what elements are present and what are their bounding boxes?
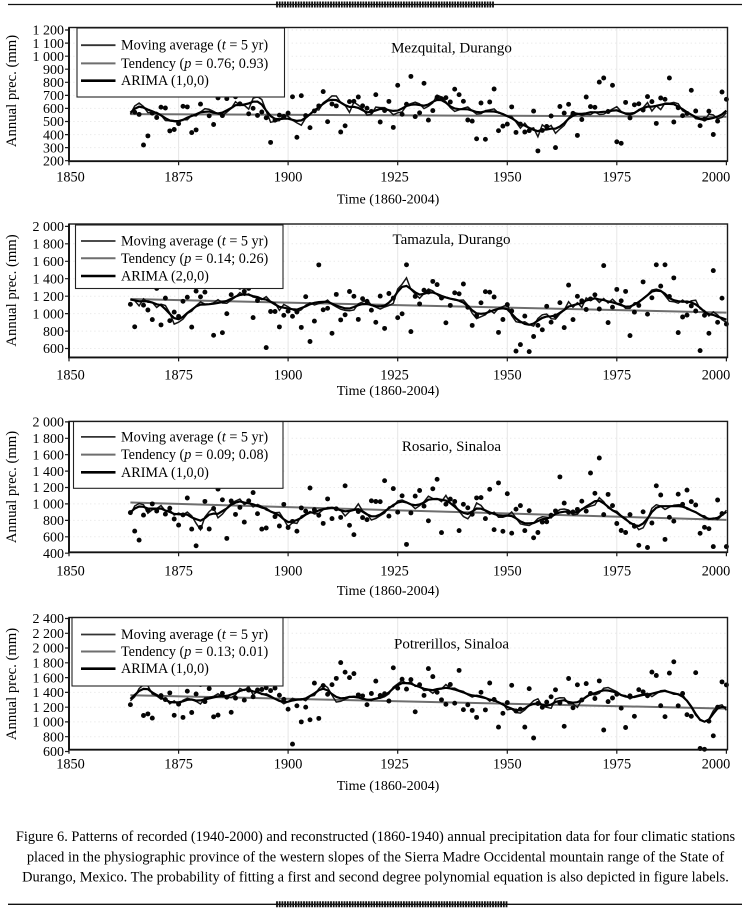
svg-text:Moving average (t = 5 yr): Moving average (t = 5 yr) — [121, 234, 268, 250]
svg-text:1 400: 1 400 — [33, 465, 65, 480]
svg-text:1 600: 1 600 — [33, 255, 65, 270]
svg-text:1975: 1975 — [603, 757, 632, 773]
svg-text:Time (1860-2004): Time (1860-2004) — [337, 193, 440, 208]
svg-text:1950: 1950 — [493, 169, 522, 185]
svg-text:1 400: 1 400 — [33, 272, 65, 287]
svg-text:Annual prec. (mm): Annual prec. (mm) — [4, 431, 20, 543]
svg-text:600: 600 — [43, 745, 64, 760]
svg-text:1900: 1900 — [274, 564, 303, 580]
svg-text:1 800: 1 800 — [33, 657, 65, 672]
svg-text:500: 500 — [43, 115, 64, 130]
svg-text:Moving average (t = 5 yr): Moving average (t = 5 yr) — [121, 38, 268, 54]
svg-text:1925: 1925 — [380, 564, 409, 580]
svg-text:Annual prec. (mm): Annual prec. (mm) — [4, 35, 20, 147]
svg-text:Potrerillos, Sinaloa: Potrerillos, Sinaloa — [394, 637, 509, 653]
svg-text:Rosario, Sinaloa: Rosario, Sinaloa — [402, 439, 501, 455]
svg-text:700: 700 — [43, 89, 64, 104]
svg-text:600: 600 — [43, 102, 64, 117]
svg-text:1975: 1975 — [603, 169, 632, 185]
svg-text:2000: 2000 — [702, 757, 731, 773]
svg-text:1900: 1900 — [274, 169, 303, 185]
svg-text:1950: 1950 — [493, 368, 522, 384]
svg-text:1950: 1950 — [493, 564, 522, 580]
svg-text:400: 400 — [43, 547, 64, 562]
svg-text:Tendency (p = 0.13; 0.01): Tendency (p = 0.13; 0.01) — [121, 644, 269, 660]
svg-text:Mezquital, Durango: Mezquital, Durango — [391, 41, 512, 57]
svg-text:1 100: 1 100 — [33, 37, 65, 52]
svg-text:Time (1860-2004): Time (1860-2004) — [337, 584, 440, 599]
svg-text:200: 200 — [43, 154, 64, 169]
svg-text:1 000: 1 000 — [33, 498, 65, 513]
svg-text:1 000: 1 000 — [33, 716, 65, 731]
svg-text:Annual prec. (mm): Annual prec. (mm) — [4, 628, 20, 740]
svg-text:1925: 1925 — [380, 368, 409, 384]
svg-text:1850: 1850 — [56, 564, 85, 580]
svg-text:ARIMA (2,0,0): ARIMA (2,0,0) — [121, 269, 209, 285]
svg-text:2000: 2000 — [702, 368, 731, 384]
svg-text:300: 300 — [43, 141, 64, 156]
svg-text:1875: 1875 — [164, 169, 193, 185]
svg-text:2000: 2000 — [702, 169, 731, 185]
svg-text:Tamazula, Durango: Tamazula, Durango — [392, 232, 510, 248]
svg-text:2 000: 2 000 — [33, 642, 65, 657]
svg-text:ARIMA (1,0,0): ARIMA (1,0,0) — [121, 73, 209, 89]
svg-text:1900: 1900 — [274, 368, 303, 384]
svg-text:ARIMA (1,0,0): ARIMA (1,0,0) — [121, 661, 209, 677]
svg-text:1 600: 1 600 — [33, 671, 65, 686]
svg-text:Annual prec. (mm): Annual prec. (mm) — [4, 234, 20, 346]
svg-text:2 200: 2 200 — [33, 627, 65, 642]
svg-text:1875: 1875 — [164, 564, 193, 580]
svg-text:1875: 1875 — [164, 368, 193, 384]
svg-text:1 200: 1 200 — [33, 701, 65, 716]
svg-text:900: 900 — [43, 63, 64, 78]
svg-text:800: 800 — [43, 514, 64, 529]
svg-text:600: 600 — [43, 342, 64, 357]
svg-text:Time (1860-2004): Time (1860-2004) — [337, 779, 440, 794]
svg-text:1 000: 1 000 — [33, 307, 65, 322]
svg-text:1925: 1925 — [380, 169, 409, 185]
svg-text:Moving average (t = 5 yr): Moving average (t = 5 yr) — [121, 627, 268, 643]
svg-text:1875: 1875 — [164, 757, 193, 773]
svg-text:ARIMA (1,0,0): ARIMA (1,0,0) — [121, 465, 209, 481]
svg-text:Durango, Mexico. The probabili: Durango, Mexico. The probability of fitt… — [22, 870, 729, 886]
svg-text:2 400: 2 400 — [33, 612, 65, 627]
svg-text:1975: 1975 — [603, 564, 632, 580]
svg-text:1 800: 1 800 — [33, 238, 65, 253]
svg-text:800: 800 — [43, 325, 64, 340]
svg-text:2 000: 2 000 — [33, 220, 65, 235]
svg-text:Figure 6. Patterns of recorded: Figure 6. Patterns of recorded (1940-200… — [16, 829, 736, 845]
svg-text:800: 800 — [43, 76, 64, 91]
svg-text:1850: 1850 — [56, 757, 85, 773]
svg-text:Tendency (p = 0.76; 0.93): Tendency (p = 0.76; 0.93) — [121, 56, 269, 72]
svg-text:1850: 1850 — [56, 169, 85, 185]
svg-text:1900: 1900 — [274, 757, 303, 773]
svg-text:1 600: 1 600 — [33, 448, 65, 463]
svg-text:1 200: 1 200 — [33, 24, 65, 39]
svg-text:Tendency (p = 0.09; 0.08): Tendency (p = 0.09; 0.08) — [121, 447, 269, 463]
svg-text:1 000: 1 000 — [33, 50, 65, 65]
svg-text:600: 600 — [43, 531, 64, 546]
svg-text:800: 800 — [43, 730, 64, 745]
svg-text:400: 400 — [43, 128, 64, 143]
svg-text:1950: 1950 — [493, 757, 522, 773]
svg-text:1 800: 1 800 — [33, 432, 65, 447]
svg-text:placed in the physiographic pr: placed in the physiographic province of … — [27, 849, 725, 865]
svg-text:1 200: 1 200 — [33, 481, 65, 496]
svg-text:Moving average (t = 5 yr): Moving average (t = 5 yr) — [121, 429, 268, 445]
svg-text:2 000: 2 000 — [33, 416, 65, 431]
svg-text:1850: 1850 — [56, 368, 85, 384]
svg-text:1975: 1975 — [603, 368, 632, 384]
svg-text:2000: 2000 — [702, 564, 731, 580]
svg-text:Tendency (p = 0.14; 0.26): Tendency (p = 0.14; 0.26) — [121, 251, 269, 267]
svg-text:1 200: 1 200 — [33, 290, 65, 305]
svg-text:1925: 1925 — [380, 757, 409, 773]
svg-text:1 400: 1 400 — [33, 686, 65, 701]
svg-text:Time (1860-2004): Time (1860-2004) — [337, 384, 440, 399]
